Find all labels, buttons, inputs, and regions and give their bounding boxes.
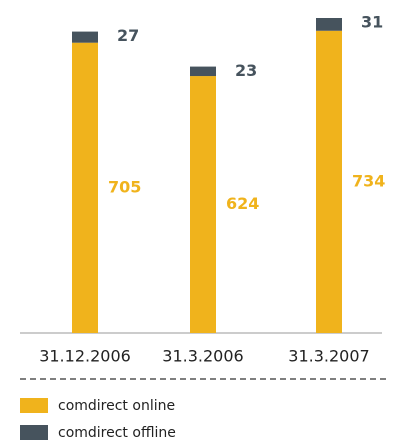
x-tick-label: 31.3.2006 bbox=[162, 347, 243, 366]
legend-swatch bbox=[20, 398, 48, 413]
legend-label: comdirect offline bbox=[58, 425, 176, 441]
value-label: 624 bbox=[226, 194, 259, 213]
value-label: 23 bbox=[235, 61, 257, 80]
value-label: 734 bbox=[352, 171, 385, 190]
legend-label: comdirect online bbox=[58, 398, 175, 414]
value-label: 705 bbox=[108, 177, 141, 196]
bar-segment bbox=[190, 66, 216, 77]
bar-segment bbox=[316, 18, 342, 31]
legend-swatch bbox=[20, 425, 48, 440]
value-label: 27 bbox=[117, 26, 139, 45]
bar-segment bbox=[316, 30, 342, 333]
bar-segment bbox=[72, 42, 98, 334]
bar-segment bbox=[72, 31, 98, 43]
x-tick-label: 31.12.2006 bbox=[39, 347, 131, 366]
value-label: 31 bbox=[361, 13, 383, 32]
bar-segment bbox=[190, 76, 216, 333]
x-tick-label: 31.3.2007 bbox=[288, 347, 369, 366]
